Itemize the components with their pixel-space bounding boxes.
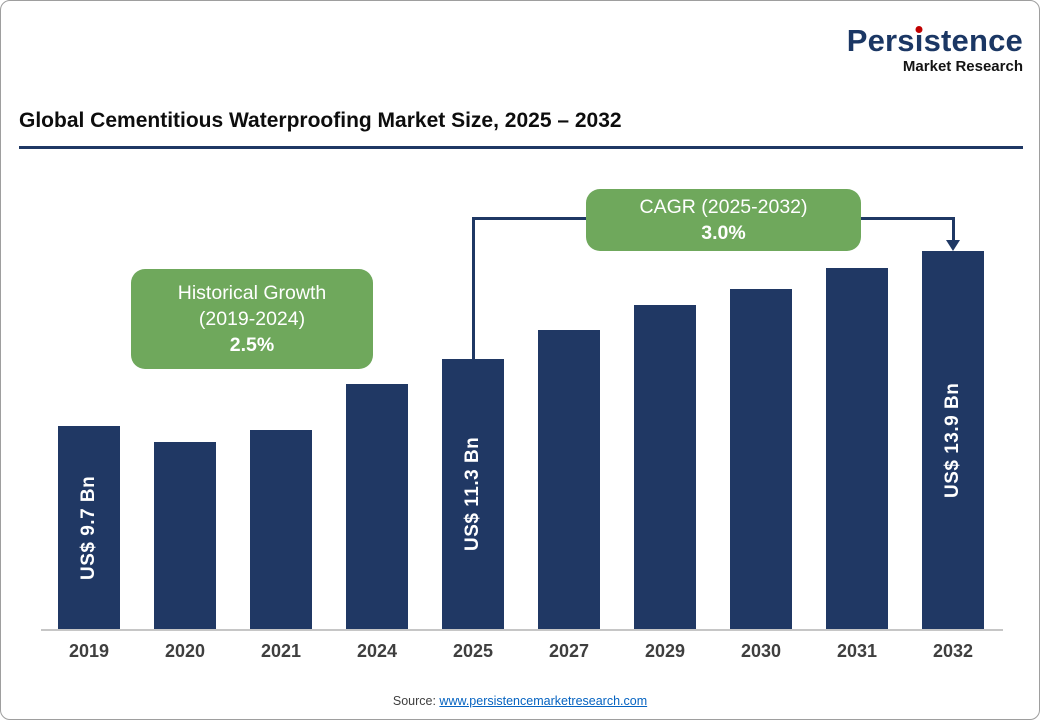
bar-2029 [634, 305, 696, 629]
historical-growth-line1: Historical Growth [177, 281, 327, 304]
chart-plot: US$ 9.7 Bn US$ 11.3 Bn US$ 13.9 Bn [41, 171, 1001, 629]
bar-value-label-2025: US$ 11.3 Bn [462, 436, 483, 552]
bar-2021 [250, 430, 312, 629]
bar-value-label-2032: US$ 13.9 Bn [942, 382, 963, 498]
bar-value-label-2019: US$ 9.7 Bn [78, 475, 99, 580]
logo-red-dot-icon [915, 26, 923, 33]
connector-line-right-horizontal [859, 217, 955, 220]
logo-brand-pre: Pers [846, 23, 915, 58]
x-axis-label-2021: 2021 [260, 641, 302, 661]
connector-line-left-vertical [472, 217, 475, 359]
title-underline [19, 146, 1023, 149]
bar-slot-2032: US$ 13.9 Bn [905, 171, 1001, 629]
x-axis-label-2030: 2030 [740, 641, 782, 661]
logo-dotless-i: ı [914, 23, 924, 58]
x-axis-label-2024: 2024 [356, 641, 398, 661]
bar-slot-2024 [329, 171, 425, 629]
bar-slot-2021 [233, 171, 329, 629]
x-axis-label-2020: 2020 [164, 641, 206, 661]
logo-brand-post: stence [923, 23, 1023, 58]
bar-slot-2027 [521, 171, 617, 629]
source-link[interactable]: www.persistencemarketresearch.com [439, 694, 648, 708]
logo-i: ı [915, 25, 924, 56]
chart-title: Global Cementitious Waterproofing Market… [19, 109, 622, 132]
x-axis-label-2019: 2019 [68, 641, 110, 661]
connector-line-left-horizontal [472, 217, 588, 220]
logo-subtitle: Market Research [902, 58, 1023, 75]
x-axis-label-2027: 2027 [548, 641, 590, 661]
source-line: Source: www.persistencemarketresearch.co… [1, 694, 1039, 708]
x-axis-label-2032: 2032 [932, 641, 974, 661]
connector-line-right-vertical [952, 217, 955, 241]
logo-brand: Persı stence [847, 25, 1023, 56]
bar-slot-2031 [809, 171, 905, 629]
bar-2031 [826, 268, 888, 629]
bar-slot-2029 [617, 171, 713, 629]
cagr-value: 3.0% [701, 222, 746, 244]
bar-slot-2019: US$ 9.7 Bn [41, 171, 137, 629]
bar-2030 [730, 289, 792, 629]
logo: Persı stence Market Research [847, 25, 1023, 74]
bar-2024 [346, 384, 408, 629]
bar-2032: US$ 13.9 Bn [922, 251, 984, 629]
x-axis-label-2025: 2025 [452, 641, 494, 661]
bar-slot-2020 [137, 171, 233, 629]
x-axis-label-2029: 2029 [644, 641, 686, 661]
cagr-line1: CAGR (2025-2032) [639, 195, 808, 218]
bar-2020 [154, 442, 216, 629]
bar-slot-2025: US$ 11.3 Bn [425, 171, 521, 629]
arrow-down-icon [946, 240, 960, 251]
bar-2027 [538, 330, 600, 629]
historical-growth-value: 2.5% [229, 334, 275, 357]
bar-2019: US$ 9.7 Bn [58, 426, 120, 629]
x-axis-labels: 2019 2020 2021 2024 2025 2027 2029 2030 2031 2032 [41, 641, 1001, 662]
x-axis-baseline [41, 629, 1003, 631]
callout-historical-growth: Historical Growth (2019-2024) 2.5% [131, 269, 373, 369]
bar-slot-2030 [713, 171, 809, 629]
x-axis-label-2031: 2031 [836, 641, 878, 661]
source-label: Source: [392, 694, 440, 708]
callout-cagr: CAGR (2025-2032) 3.0% [586, 189, 861, 251]
bar-2025: US$ 11.3 Bn [442, 359, 504, 629]
historical-growth-line2: (2019-2024) [198, 307, 306, 330]
